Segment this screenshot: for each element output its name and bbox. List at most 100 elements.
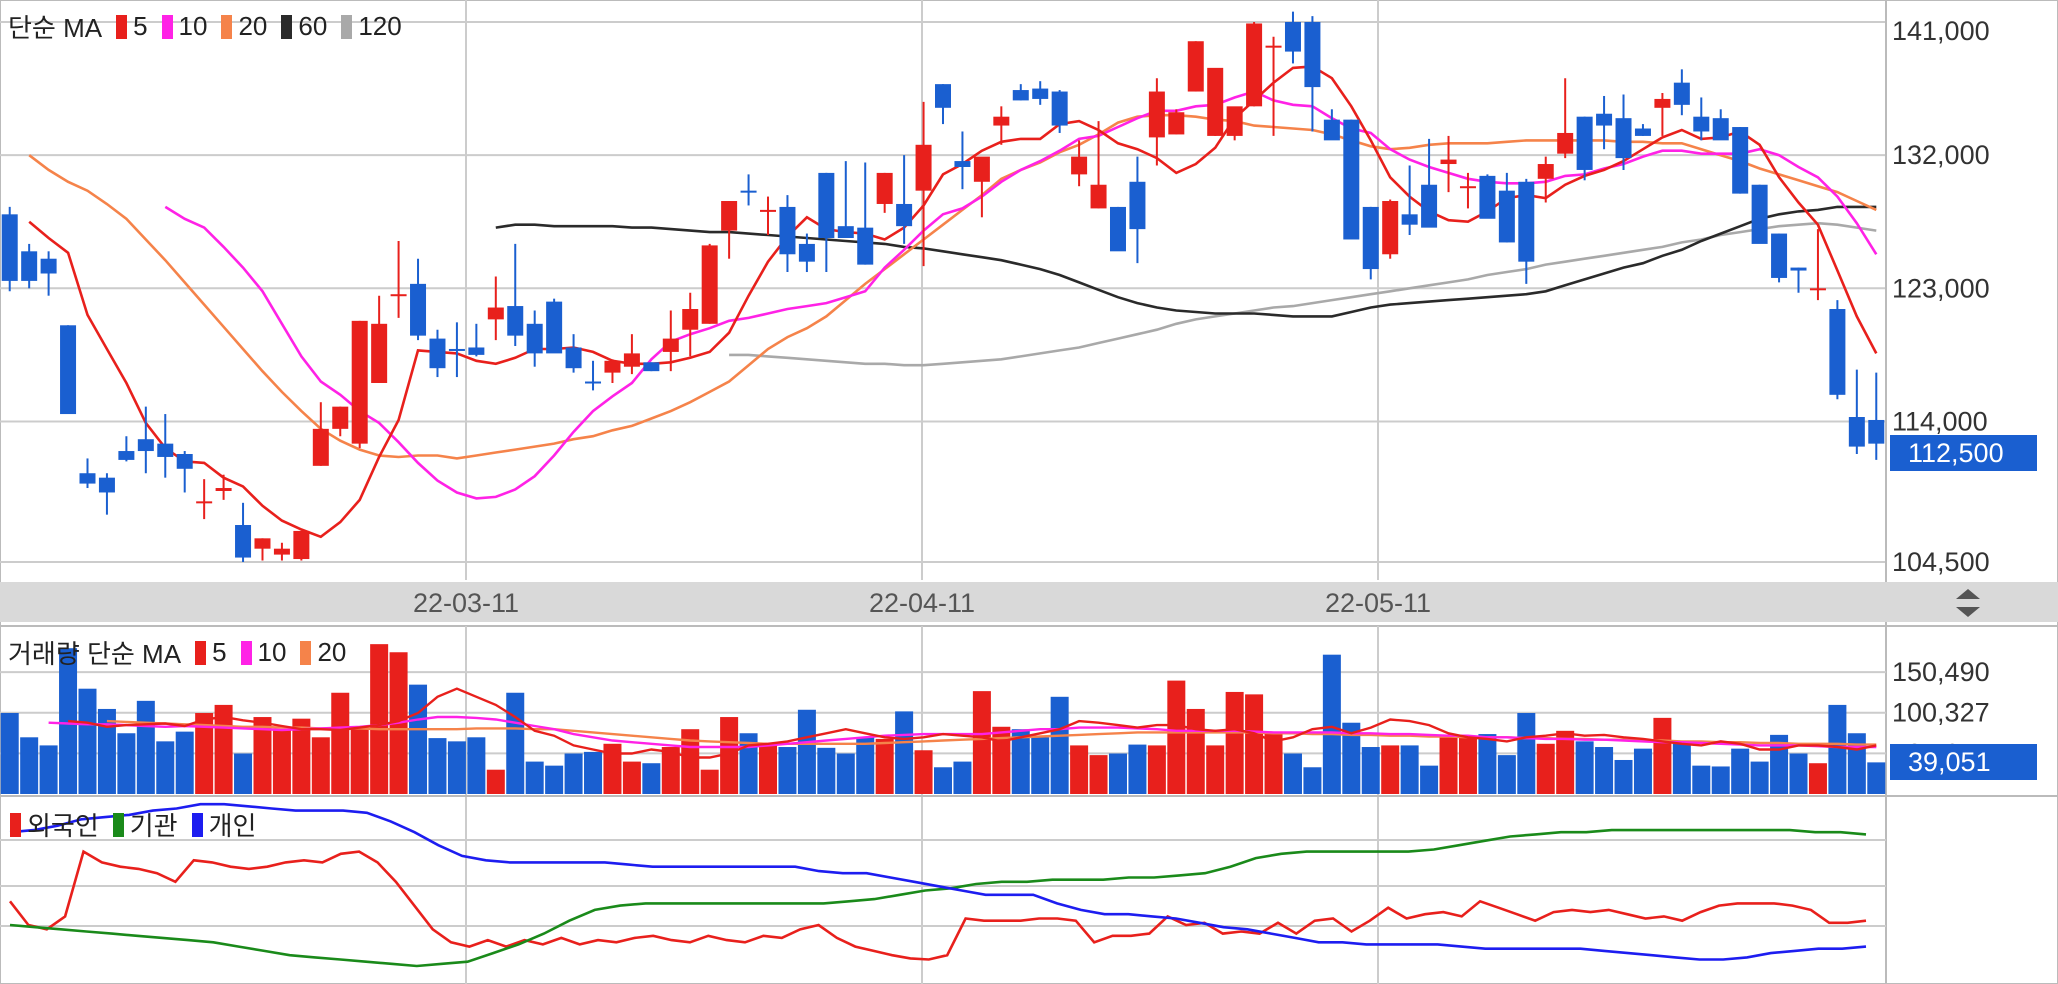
scroll-arrows-graphic xyxy=(1956,589,1980,617)
candle-body xyxy=(1323,119,1340,141)
volume-bar xyxy=(603,743,622,794)
candle-body xyxy=(1090,184,1107,209)
foreign-swatch xyxy=(10,812,21,837)
volume-bar xyxy=(234,753,253,794)
candle-body xyxy=(623,353,640,367)
vol-ma10-swatch xyxy=(240,640,252,665)
volume-bar xyxy=(1439,737,1458,794)
volume-bar xyxy=(1556,730,1575,794)
volume-bar xyxy=(447,741,466,794)
volume-bar xyxy=(175,731,194,794)
candle-body xyxy=(254,538,271,549)
candle-body xyxy=(896,203,913,227)
candle-body xyxy=(137,439,154,452)
candle-body xyxy=(701,245,718,324)
volume-bar xyxy=(1225,691,1244,794)
volume-bar xyxy=(370,644,389,794)
volume-bar xyxy=(1672,743,1691,794)
volume-bar xyxy=(1808,763,1827,794)
volume-bar xyxy=(817,747,836,794)
candle-body xyxy=(798,243,815,262)
volume-bar xyxy=(778,747,797,794)
vol-ma20-swatch xyxy=(300,640,312,665)
candle-body xyxy=(1596,113,1613,126)
candle-body xyxy=(1479,175,1496,219)
volume-bar xyxy=(1595,747,1614,794)
volume-bar xyxy=(1186,708,1205,794)
volume-bar xyxy=(1711,766,1730,794)
volume-bar xyxy=(0,713,19,794)
vol-ma5-swatch xyxy=(195,640,207,665)
candle-body xyxy=(176,454,193,469)
candle-body xyxy=(1207,67,1224,136)
candle-body xyxy=(390,294,407,297)
current-price-badge: 112,500 xyxy=(1890,435,2037,471)
candle-body xyxy=(1,214,18,281)
candle-body xyxy=(1421,184,1438,228)
candle-body xyxy=(1518,181,1535,262)
candle-body xyxy=(1129,181,1146,230)
candle-body xyxy=(1829,309,1846,395)
ma10-label: 10 xyxy=(178,11,208,41)
volume-bar xyxy=(642,763,661,794)
volume-bar xyxy=(564,753,583,794)
volume-tick-label: 150,490 xyxy=(1892,657,1990,687)
price-ma120-line xyxy=(729,221,1877,367)
volume-bar xyxy=(1128,744,1147,794)
candle-body xyxy=(1732,127,1749,194)
candle-body xyxy=(857,227,874,265)
volume-bar xyxy=(1867,762,1886,794)
candle-body xyxy=(935,84,951,108)
candle-body xyxy=(1071,156,1088,175)
ma20-swatch xyxy=(221,14,233,39)
volume-bar xyxy=(720,717,739,794)
ma120-label: 120 xyxy=(358,11,402,41)
volume-bar xyxy=(1789,753,1808,794)
institution-swatch xyxy=(112,812,124,837)
investor-institution-line xyxy=(9,828,1867,968)
volume-bar xyxy=(1633,748,1652,794)
candle-body xyxy=(507,306,524,336)
vol-ma10-label: 10 xyxy=(257,637,287,667)
volume-bar xyxy=(467,737,486,794)
volume-bar xyxy=(622,761,641,794)
candle-body xyxy=(1751,184,1768,244)
volume-bar xyxy=(1731,748,1750,794)
candle-body xyxy=(818,172,835,238)
foreign-label: 외국인 xyxy=(27,811,99,841)
candle-body xyxy=(487,307,504,320)
volume-bar xyxy=(1264,733,1283,794)
candle-body xyxy=(1868,419,1885,444)
candle-body xyxy=(1440,159,1457,165)
candle-body xyxy=(371,323,388,383)
price-ma20-line xyxy=(28,113,1877,460)
candle-body xyxy=(526,323,543,354)
volume-bar xyxy=(661,747,680,794)
volume-bar xyxy=(253,717,272,794)
candle-body xyxy=(429,338,446,369)
volume-bar xyxy=(350,729,369,794)
candle-body xyxy=(1304,22,1321,88)
candle-body xyxy=(60,325,77,415)
candle-body xyxy=(273,548,290,555)
volume-bar xyxy=(78,688,97,794)
volume-bar xyxy=(1011,729,1030,794)
volume-bar xyxy=(195,713,214,794)
candle-body xyxy=(196,501,213,504)
volume-bar xyxy=(934,767,952,794)
candle-body xyxy=(1459,186,1476,189)
price-ma10-line xyxy=(164,90,1878,500)
candle-body xyxy=(79,473,96,484)
volume-bar xyxy=(545,765,564,794)
candle-body xyxy=(1498,190,1515,243)
candle-body xyxy=(1693,116,1710,132)
up-down-arrows-icon[interactable] xyxy=(1942,585,1994,621)
candle-body xyxy=(1109,206,1126,252)
candle-body xyxy=(915,144,932,191)
volume-bar xyxy=(1614,759,1633,794)
volume-bar xyxy=(1089,755,1108,794)
candle-body xyxy=(662,338,679,352)
price-ma60-line xyxy=(495,205,1877,318)
